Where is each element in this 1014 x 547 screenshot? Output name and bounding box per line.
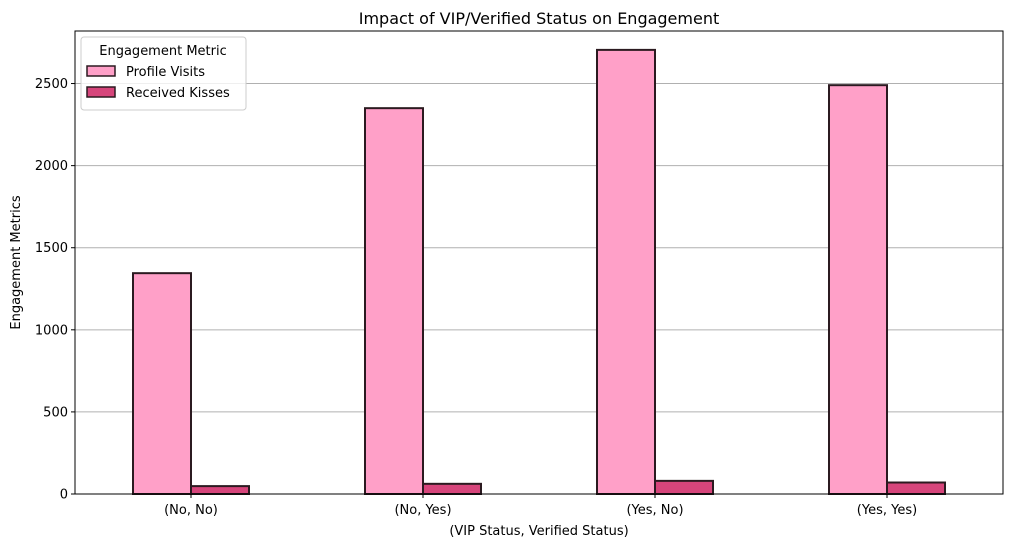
legend: Engagement Metric Profile Visits Received… [80,36,247,111]
bar-received-kisses [886,481,946,495]
x-axis-label: (VIP Status, Verified Status) [449,524,628,539]
legend-swatch [86,86,116,98]
legend-frame [80,36,247,111]
y-axis-label: Engagement Metrics [9,195,24,329]
bar-received-kisses [190,485,250,495]
chart-title: Impact of VIP/Verified Status on Engagem… [359,9,720,28]
bars [132,48,946,496]
y-tick-label: 2000 [35,159,68,174]
bar-profile-visits [132,272,192,496]
bar-profile-visits [596,48,656,496]
legend-items: Profile Visits Received Kisses [86,65,230,101]
x-tick-label: (No, No) [164,503,218,518]
bar-received-kisses [654,479,714,495]
bar-profile-visits [364,107,424,496]
legend-label: Profile Visits [126,65,205,80]
x-tick-label: (Yes, No) [626,503,683,518]
legend-title: Engagement Metric [99,44,226,59]
y-tick-label: 1500 [35,241,68,256]
bar-received-kisses [422,482,482,495]
y-tick-label: 2500 [35,77,68,92]
y-tick-label: 0 [60,488,68,503]
x-tick-label: (No, Yes) [394,503,451,518]
bar-profile-visits [828,84,888,496]
plot-frame [74,30,1004,495]
y-tick-label: 500 [43,405,68,420]
x-tick-label: (Yes, Yes) [857,503,917,518]
legend-label: Received Kisses [126,86,230,101]
x-axis-ticks: (No, No) (No, Yes) (Yes, No) (Yes, Yes) [164,494,917,518]
legend-swatch [86,65,116,77]
y-axis-ticks: 0 500 1000 1500 2000 2500 [35,77,75,503]
y-tick-label: 1000 [35,323,68,338]
